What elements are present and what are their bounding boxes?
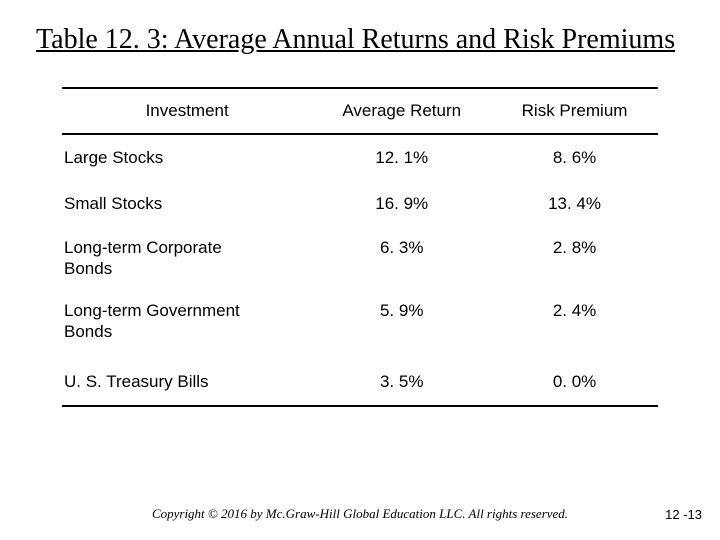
cell-premium: 8. 6% — [491, 134, 658, 181]
cell-label: U. S. Treasury Bills — [62, 352, 312, 406]
cell-label: Large Stocks — [62, 134, 312, 181]
cell-label: Long-term CorporateBonds — [62, 227, 312, 290]
slide-title: Table 12. 3: Average Annual Returns and … — [0, 0, 720, 57]
page-number: 12 -13 — [665, 507, 702, 522]
col-header-return: Average Return — [312, 88, 491, 134]
col-header-investment: Investment — [62, 88, 312, 134]
cell-premium: 2. 4% — [491, 290, 658, 353]
table-row: Small Stocks 16. 9% 13. 4% — [62, 181, 658, 227]
returns-table: Investment Average Return Risk Premium L… — [62, 87, 658, 407]
table-row: Large Stocks 12. 1% 8. 6% — [62, 134, 658, 181]
table-container: Investment Average Return Risk Premium L… — [0, 57, 720, 407]
cell-premium: 2. 8% — [491, 227, 658, 290]
table-row: Long-term CorporateBonds 6. 3% 2. 8% — [62, 227, 658, 290]
col-header-premium: Risk Premium — [491, 88, 658, 134]
cell-premium: 13. 4% — [491, 181, 658, 227]
cell-return: 5. 9% — [312, 290, 491, 353]
table-row: Long-term GovernmentBonds 5. 9% 2. 4% — [62, 290, 658, 353]
cell-return: 3. 5% — [312, 352, 491, 406]
cell-return: 12. 1% — [312, 134, 491, 181]
cell-premium: 0. 0% — [491, 352, 658, 406]
cell-label: Small Stocks — [62, 181, 312, 227]
copyright-footer: Copyright © 2016 by Mc.Graw-Hill Global … — [0, 506, 720, 522]
table-header-row: Investment Average Return Risk Premium — [62, 88, 658, 134]
cell-label: Long-term GovernmentBonds — [62, 290, 312, 353]
cell-return: 16. 9% — [312, 181, 491, 227]
table-row: U. S. Treasury Bills 3. 5% 0. 0% — [62, 352, 658, 406]
cell-return: 6. 3% — [312, 227, 491, 290]
